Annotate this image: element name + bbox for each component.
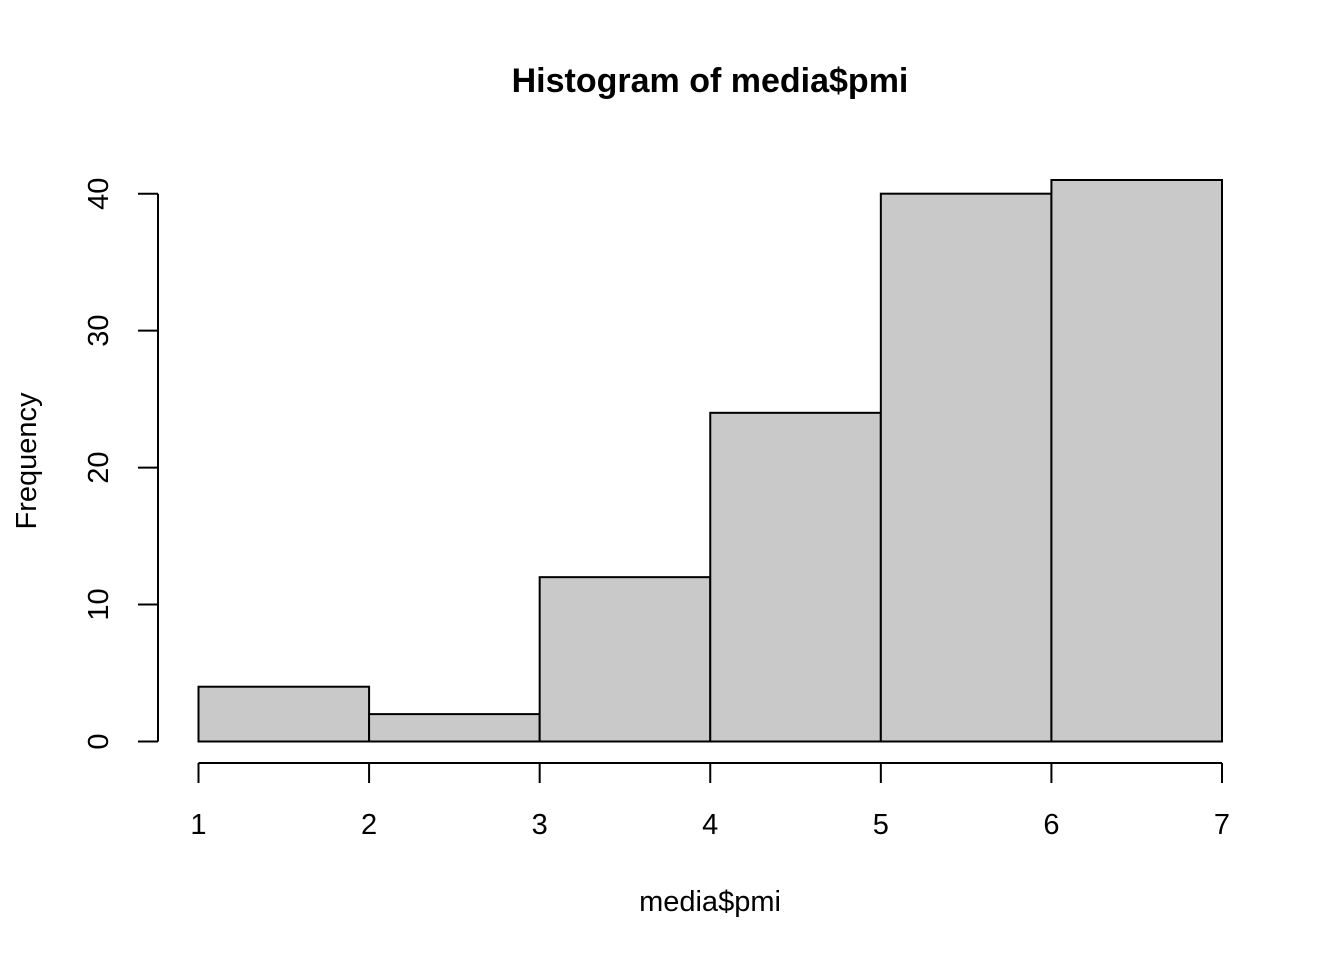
x-tick-label-3: 3 (532, 809, 548, 841)
x-axis: 1 2 3 4 5 6 7 (190, 762, 1230, 841)
y-tick-label-30: 30 (83, 315, 115, 347)
y-axis-label: Frequency (11, 392, 43, 530)
histogram-bar-4 (709, 411, 882, 743)
x-tick-label-7: 7 (1214, 809, 1230, 841)
y-tick-label-0: 0 (83, 733, 115, 749)
y-axis: 0 10 20 30 40 (83, 178, 159, 750)
x-tick-label-5: 5 (873, 809, 889, 841)
chart-title: Histogram of media$pmi (512, 62, 909, 100)
bars-group (197, 179, 1223, 743)
y-tick-label-20: 20 (83, 451, 115, 483)
x-tick-label-6: 6 (1043, 809, 1059, 841)
x-axis-label: media$pmi (639, 886, 781, 918)
histogram-bar-1 (197, 685, 371, 743)
x-tick-label-4: 4 (702, 809, 718, 841)
y-tick-label-40: 40 (83, 178, 115, 210)
histogram-bar-3 (538, 576, 712, 743)
histogram-bar-2 (368, 713, 541, 743)
y-tick-label-10: 10 (83, 588, 115, 620)
histogram-bar-6 (1050, 179, 1223, 743)
x-tick-label-1: 1 (190, 809, 206, 841)
x-tick-label-2: 2 (361, 809, 377, 841)
histogram-bar-5 (879, 192, 1053, 743)
